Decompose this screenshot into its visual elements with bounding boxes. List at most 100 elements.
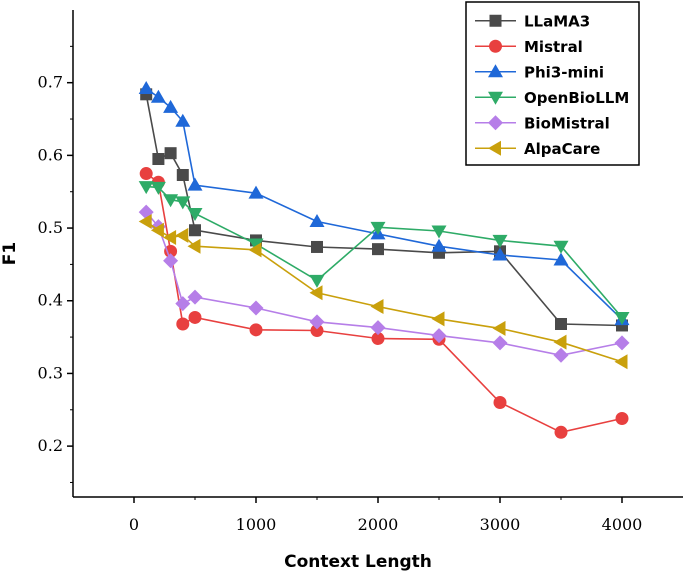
data-point-phi3-mini xyxy=(248,185,264,199)
data-point-alpacare xyxy=(492,320,506,336)
data-point-biomistral xyxy=(553,347,569,363)
series-line-biomistral xyxy=(145,211,623,357)
data-point-phi3-mini xyxy=(492,247,508,261)
data-point-openbiollm xyxy=(309,274,325,288)
data-point-mistral xyxy=(310,324,324,338)
data-point-phi3-mini xyxy=(150,89,166,103)
data-point-openbiollm xyxy=(163,194,179,208)
y-tick-label: 0.4 xyxy=(38,291,63,310)
legend-box xyxy=(465,1,640,166)
x-tick-label: 2000 xyxy=(358,515,399,534)
data-point-mistral xyxy=(139,167,153,181)
series-alpacare xyxy=(138,214,628,370)
data-point-alpacare xyxy=(163,230,177,246)
data-point-phi3-mini xyxy=(553,252,569,266)
series-mistral xyxy=(139,167,629,439)
legend-marker-mistral xyxy=(489,39,502,53)
legend-label-llama3: LLaMA3 xyxy=(524,12,590,30)
data-point-llama3 xyxy=(152,153,165,166)
data-point-mistral xyxy=(188,310,202,324)
legend-label-biomistral: BioMistral xyxy=(524,114,610,132)
data-point-llama3 xyxy=(176,168,189,181)
legend-marker-llama3 xyxy=(489,14,502,27)
legend-item-phi3-mini: Phi3-mini xyxy=(475,63,604,81)
data-point-alpacare xyxy=(614,354,628,370)
data-point-openbiollm xyxy=(553,240,569,254)
data-point-phi3-mini xyxy=(138,81,154,95)
x-tick-label: 4000 xyxy=(602,515,643,534)
data-point-phi3-mini xyxy=(431,238,447,252)
series-openbiollm xyxy=(138,181,630,325)
data-point-llama3 xyxy=(372,243,384,256)
y-axis-title: F1 xyxy=(0,242,20,265)
data-point-llama3 xyxy=(311,240,323,253)
legend-marker-phi3-mini xyxy=(488,64,503,78)
legend-item-mistral: Mistral xyxy=(475,38,583,56)
legend-item-biomistral: BioMistral xyxy=(475,114,610,132)
series-line-mistral xyxy=(145,172,623,434)
data-point-openbiollm xyxy=(150,181,166,195)
data-point-alpacare xyxy=(309,285,323,301)
data-point-openbiollm xyxy=(492,234,508,248)
data-point-openbiollm xyxy=(431,225,447,239)
series-phi3-mini xyxy=(138,81,630,326)
data-point-alpacare xyxy=(150,222,164,238)
y-tick-label: 0.3 xyxy=(38,363,63,382)
legend-label-mistral: Mistral xyxy=(524,38,583,56)
data-point-alpacare xyxy=(138,214,152,230)
data-point-biomistral xyxy=(614,335,630,351)
legend-label-alpacare: AlpaCare xyxy=(524,140,600,158)
data-point-phi3-mini xyxy=(175,113,191,127)
data-point-biomistral xyxy=(175,296,191,312)
data-point-llama3 xyxy=(555,318,567,331)
data-point-biomistral xyxy=(370,320,386,336)
series-layer xyxy=(138,81,630,439)
data-point-phi3-mini xyxy=(187,177,203,191)
data-point-biomistral xyxy=(163,253,179,269)
data-point-alpacare xyxy=(431,311,445,327)
data-point-mistral xyxy=(615,411,629,425)
legend-marker-alpacare xyxy=(488,140,501,156)
data-point-mistral xyxy=(554,425,568,439)
legend-marker-openbiollm xyxy=(488,91,503,105)
data-point-openbiollm xyxy=(370,221,386,235)
legend: LLaMA3 Mistral Phi3-mini OpenBioLLM BioMistr… xyxy=(465,1,640,166)
y-tick-label: 0.5 xyxy=(38,218,63,237)
data-point-biomistral xyxy=(187,289,203,305)
x-axis-title: Context Length xyxy=(284,552,432,572)
data-point-openbiollm xyxy=(175,196,191,210)
data-point-mistral xyxy=(176,317,190,331)
y-tick-label: 0.2 xyxy=(38,436,63,455)
legend-label-openbiollm: OpenBioLLM xyxy=(524,89,629,107)
data-point-biomistral xyxy=(309,314,325,330)
data-point-biomistral xyxy=(492,335,508,351)
data-point-alpacare xyxy=(553,334,567,350)
series-biomistral xyxy=(138,204,630,363)
series-line-openbiollm xyxy=(146,185,623,319)
x-tick-label: 0 xyxy=(129,515,139,534)
data-point-openbiollm xyxy=(187,208,203,222)
data-point-openbiollm xyxy=(138,181,154,195)
data-point-alpacare xyxy=(175,227,189,243)
legend-item-llama3: LLaMA3 xyxy=(475,12,590,30)
data-point-alpacare xyxy=(370,299,384,315)
legend-marker-biomistral xyxy=(488,115,503,131)
legend-item-openbiollm: OpenBioLLM xyxy=(475,89,629,107)
y-tick-label: 0.7 xyxy=(38,73,63,92)
legend-item-alpacare: AlpaCare xyxy=(475,140,600,158)
data-point-mistral xyxy=(249,323,263,337)
legend-label-phi3-mini: Phi3-mini xyxy=(524,63,604,81)
data-point-mistral xyxy=(164,244,178,258)
data-point-biomistral xyxy=(248,300,264,316)
data-point-openbiollm xyxy=(614,311,630,325)
axes-layer: 0.2 0.3 0.4 0.5 0.6 0.7 0 1000 2000 3000 4000 Conte… xyxy=(0,10,683,572)
data-point-phi3-mini xyxy=(309,214,325,228)
data-point-alpacare xyxy=(248,242,262,258)
data-point-biomistral xyxy=(431,328,447,344)
x-tick-label: 3000 xyxy=(480,515,521,534)
data-point-phi3-mini xyxy=(163,99,179,113)
data-point-llama3 xyxy=(189,224,201,237)
x-tick-label: 1000 xyxy=(236,515,277,534)
